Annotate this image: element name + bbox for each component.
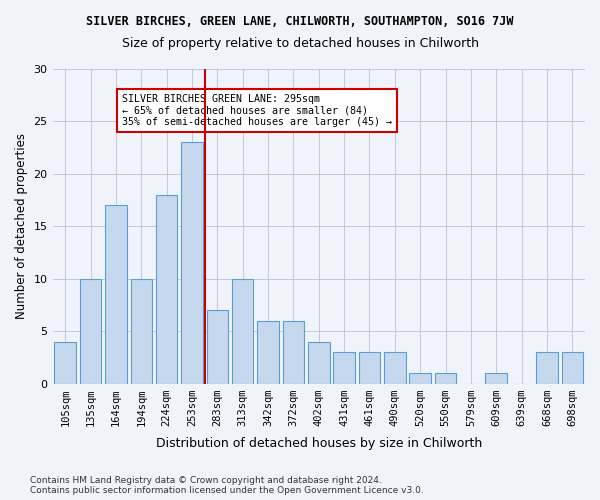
Bar — [308, 342, 329, 384]
Text: SILVER BIRCHES GREEN LANE: 295sqm
← 65% of detached houses are smaller (84)
35% : SILVER BIRCHES GREEN LANE: 295sqm ← 65% … — [122, 94, 392, 128]
Bar — [232, 278, 253, 384]
Bar — [435, 373, 457, 384]
Bar — [80, 278, 101, 384]
Bar — [409, 373, 431, 384]
Bar — [283, 320, 304, 384]
Bar — [485, 373, 507, 384]
Text: SILVER BIRCHES, GREEN LANE, CHILWORTH, SOUTHAMPTON, SO16 7JW: SILVER BIRCHES, GREEN LANE, CHILWORTH, S… — [86, 15, 514, 28]
Y-axis label: Number of detached properties: Number of detached properties — [15, 134, 28, 320]
Bar — [181, 142, 203, 384]
Bar — [206, 310, 228, 384]
Bar — [536, 352, 558, 384]
Bar — [156, 195, 178, 384]
Text: Contains HM Land Registry data © Crown copyright and database right 2024.
Contai: Contains HM Land Registry data © Crown c… — [30, 476, 424, 495]
Bar — [562, 352, 583, 384]
Bar — [359, 352, 380, 384]
Text: Size of property relative to detached houses in Chilworth: Size of property relative to detached ho… — [121, 38, 479, 51]
Bar — [257, 320, 279, 384]
Bar — [384, 352, 406, 384]
Bar — [131, 278, 152, 384]
Bar — [55, 342, 76, 384]
Bar — [334, 352, 355, 384]
X-axis label: Distribution of detached houses by size in Chilworth: Distribution of detached houses by size … — [155, 437, 482, 450]
Bar — [105, 206, 127, 384]
